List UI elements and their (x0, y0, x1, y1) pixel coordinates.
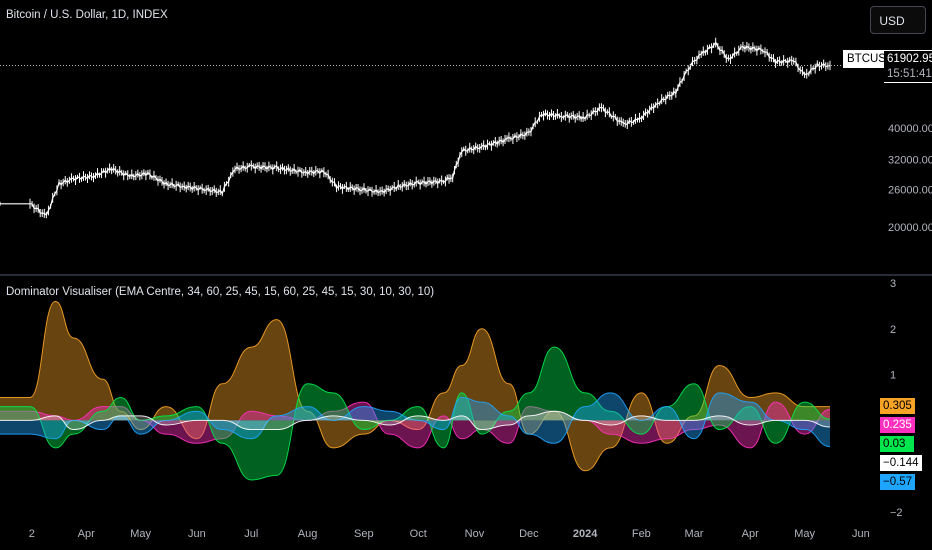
x-tick-label: Jul (244, 528, 258, 540)
indicator-line-4 (0, 392, 831, 448)
indicator-y-tick: 3 (890, 278, 896, 290)
x-tick-label: Jun (852, 528, 870, 540)
x-tick-label: Sep (354, 528, 374, 540)
indicator-area-5 (0, 411, 830, 430)
currency-button[interactable]: USD (870, 6, 926, 34)
price-y-tick: 40000.00 (888, 123, 932, 135)
x-tick-label: May (130, 528, 151, 540)
indicator-line-5 (0, 410, 831, 431)
x-tick-label: Oct (410, 528, 427, 540)
indicator-line-1 (0, 300, 830, 472)
price-y-tick: 20000.00 (888, 222, 932, 234)
price-y-tick: 26000.00 (888, 184, 932, 196)
x-tick-label: May (794, 528, 815, 540)
indicator-title: Dominator Visualiser (EMA Centre, 34, 60… (6, 286, 435, 298)
x-tick-label: Nov (465, 528, 485, 540)
indicator-y-tick: −2 (890, 507, 903, 519)
indicator-line-3 (0, 346, 831, 481)
indicator-value-tag: 0.235 (880, 417, 915, 433)
indicator-value-tag: 0.305 (880, 398, 915, 414)
x-tick-label: Apr (742, 528, 759, 540)
countdown-tag: 15:51:41 (884, 66, 932, 83)
x-tick-label: Dec (519, 528, 539, 540)
price-series-line (0, 41, 831, 216)
indicator-value-tag: 0.03 (880, 436, 914, 452)
indicator-area-3 (0, 347, 830, 480)
indicator-value-tag: −0.144 (880, 455, 922, 471)
x-tick-label: Jun (188, 528, 206, 540)
price-y-tick: 32000.00 (888, 155, 932, 167)
x-tick-label: 2 (29, 528, 35, 540)
price-pane[interactable] (0, 37, 831, 219)
indicator-y-tick: 2 (890, 324, 896, 336)
indicator-value-tag: −0.57 (880, 474, 916, 490)
x-tick-label: Mar (684, 528, 703, 540)
x-tick-label: Apr (78, 528, 95, 540)
indicator-line-2 (0, 401, 831, 449)
indicator-area-4 (0, 392, 830, 447)
axes: 40000.00 32000.00 26000.00 20000.00 3 2 1 −2 2 Ap… (29, 123, 932, 540)
symbol-title: Bitcoin / U.S. Dollar, 1D, INDEX (6, 9, 168, 21)
indicator-y-tick: 1 (890, 370, 896, 382)
x-tick-label: 2024 (573, 528, 598, 540)
indicator-area-1 (0, 301, 830, 471)
indicator-pane[interactable] (0, 300, 831, 481)
x-tick-label: Aug (298, 528, 318, 540)
x-tick-label: Feb (632, 528, 651, 540)
